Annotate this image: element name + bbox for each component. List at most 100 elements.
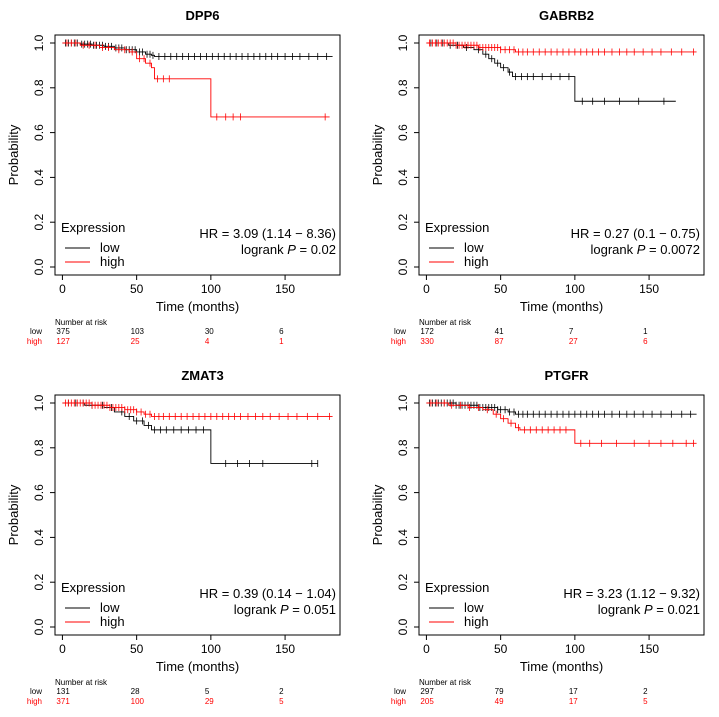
risk-count-high: 5 <box>643 697 648 706</box>
x-tick-label: 150 <box>639 282 659 296</box>
logrank-prefix: logrank <box>241 242 287 257</box>
risk-row-label-low: low <box>394 687 406 696</box>
legend-label-low: low <box>100 240 120 255</box>
plot-frame <box>54 394 341 636</box>
risk-row-label-low: low <box>30 327 42 336</box>
y-tick-label: 0.8 <box>396 79 410 96</box>
risk-row-label-high: high <box>27 337 42 346</box>
risk-count-high: 29 <box>205 697 214 706</box>
y-tick-label: 0.6 <box>32 124 46 141</box>
y-tick-label: 0.0 <box>396 258 410 275</box>
risk-count-low: 2 <box>279 687 284 696</box>
logrank-text: logrank P = 0.02 <box>241 242 336 257</box>
km-panel-dpp6: DPP6 0.0 0.2 0.4 0.6 0.8 1.0 Probability 0 50 100 1… <box>6 8 341 346</box>
risk-table-header: Number at risk <box>419 678 472 687</box>
p-value: = 0.051 <box>289 602 336 617</box>
y-tick-label: 0.8 <box>396 439 410 456</box>
risk-count-low: 5 <box>205 687 210 696</box>
p-symbol: P <box>637 242 646 257</box>
risk-count-high: 127 <box>56 337 70 346</box>
y-tick-label: 0.2 <box>32 214 46 231</box>
p-value: = 0.02 <box>296 242 336 257</box>
chart-title: PTGFR <box>544 368 589 383</box>
risk-row-label-low: low <box>394 327 406 336</box>
survival-curve-low <box>62 42 333 57</box>
risk-count-low: 30 <box>205 327 214 336</box>
x-tick-label: 150 <box>275 642 295 656</box>
y-tick-label: 0.4 <box>396 169 410 186</box>
x-axis-label: Time (months) <box>156 299 239 314</box>
risk-table-header: Number at risk <box>419 318 472 327</box>
y-tick-label: 1.0 <box>396 34 410 51</box>
legend-label-high: high <box>464 254 489 269</box>
p-value: = 0.021 <box>653 602 700 617</box>
legend-label-high: high <box>100 254 125 269</box>
x-axis-label: Time (months) <box>520 299 603 314</box>
plot-frame <box>418 394 705 636</box>
risk-count-high: 6 <box>643 337 648 346</box>
survival-curve-low <box>62 402 318 464</box>
y-axis-label: Probability <box>6 484 21 545</box>
risk-count-high: 87 <box>495 337 504 346</box>
x-tick-label: 100 <box>565 642 585 656</box>
risk-count-low: 297 <box>420 687 434 696</box>
x-tick-label: 50 <box>130 282 144 296</box>
risk-row-label-high: high <box>391 697 406 706</box>
risk-count-low: 41 <box>495 327 504 336</box>
km-panel-gabrb2: GABRB2 0.0 0.2 0.4 0.6 0.8 1.0 Probability 0 50 10… <box>370 8 705 346</box>
chart-title: GABRB2 <box>539 8 594 23</box>
risk-row-label-high: high <box>391 337 406 346</box>
risk-count-high: 5 <box>279 697 284 706</box>
y-tick-label: 1.0 <box>32 394 46 411</box>
risk-table-header: Number at risk <box>55 318 108 327</box>
y-tick-label: 0.6 <box>396 124 410 141</box>
legend-label-high: high <box>464 614 489 629</box>
risk-count-high: 27 <box>569 337 578 346</box>
y-tick-label: 0.4 <box>396 529 410 546</box>
y-tick-label: 0.4 <box>32 529 46 546</box>
x-tick-label: 0 <box>423 642 430 656</box>
risk-count-high: 1 <box>279 337 284 346</box>
x-tick-label: 150 <box>639 642 659 656</box>
risk-count-low: 375 <box>56 327 70 336</box>
risk-count-low: 79 <box>495 687 504 696</box>
legend-title: Expression <box>425 220 489 235</box>
risk-count-low: 28 <box>131 687 140 696</box>
x-tick-label: 150 <box>275 282 295 296</box>
legend-title: Expression <box>61 220 125 235</box>
p-value: = 0.0072 <box>645 242 700 257</box>
risk-count-low: 1 <box>643 327 648 336</box>
logrank-prefix: logrank <box>234 602 280 617</box>
risk-count-high: 4 <box>205 337 210 346</box>
risk-table-header: Number at risk <box>55 678 108 687</box>
y-tick-label: 0.4 <box>32 169 46 186</box>
legend-title: Expression <box>425 580 489 595</box>
risk-row-label-high: high <box>27 697 42 706</box>
y-axis-label: Probability <box>370 484 385 545</box>
x-axis-label: Time (months) <box>520 659 603 674</box>
logrank-text: logrank P = 0.0072 <box>591 242 701 257</box>
risk-count-high: 205 <box>420 697 434 706</box>
x-tick-label: 50 <box>494 642 508 656</box>
x-tick-label: 0 <box>59 642 66 656</box>
x-tick-label: 50 <box>494 282 508 296</box>
survival-curve-high <box>62 402 333 417</box>
x-tick-label: 0 <box>59 282 66 296</box>
logrank-text: logrank P = 0.021 <box>598 602 700 617</box>
hazard-ratio-text: HR = 0.39 (0.14 − 1.04) <box>199 586 336 601</box>
risk-row-label-low: low <box>30 687 42 696</box>
y-tick-label: 0.0 <box>32 258 46 275</box>
y-tick-label: 1.0 <box>32 34 46 51</box>
p-symbol: P <box>287 242 296 257</box>
y-tick-label: 0.8 <box>32 439 46 456</box>
x-tick-label: 100 <box>565 282 585 296</box>
plot-frame <box>418 34 705 276</box>
risk-count-low: 172 <box>420 327 434 336</box>
logrank-prefix: logrank <box>591 242 637 257</box>
x-axis-label: Time (months) <box>156 659 239 674</box>
legend-label-low: low <box>464 600 484 615</box>
risk-count-low: 17 <box>569 687 578 696</box>
risk-count-high: 25 <box>131 337 140 346</box>
risk-count-high: 371 <box>56 697 70 706</box>
